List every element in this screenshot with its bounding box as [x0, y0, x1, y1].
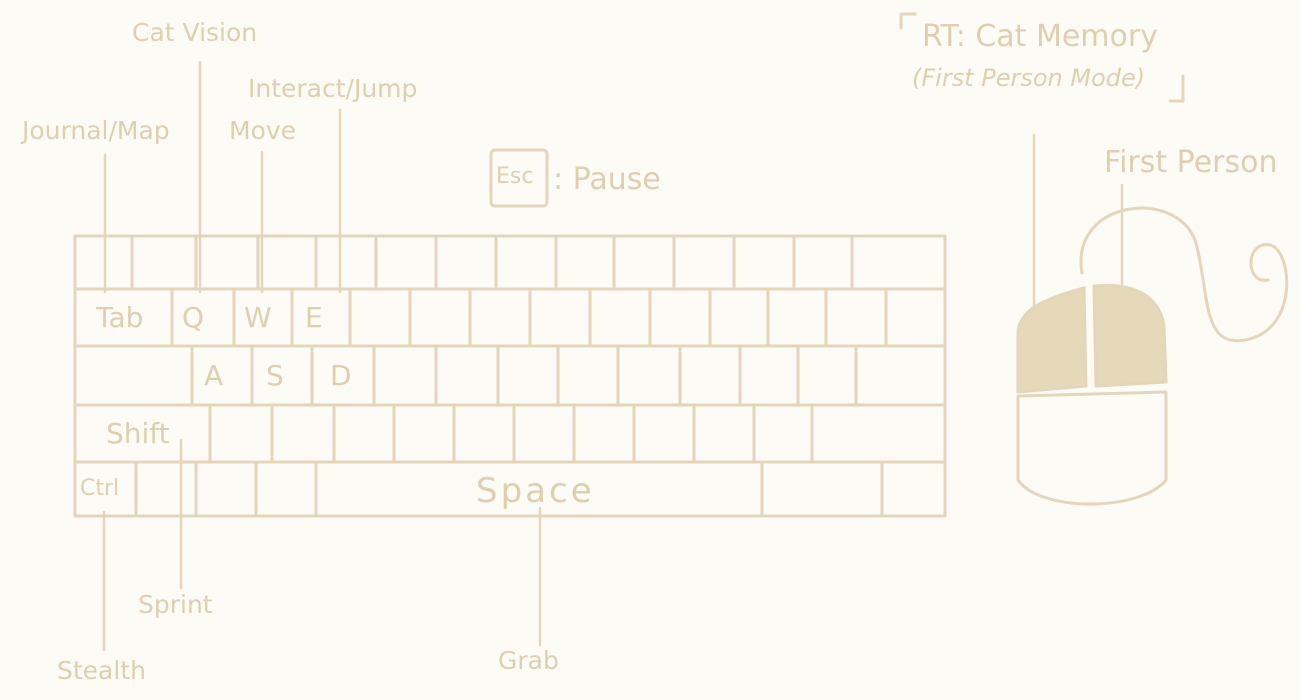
right-mouse-button	[1092, 283, 1168, 388]
cat-vision-label: Cat Vision	[132, 18, 258, 47]
s-key: S	[266, 359, 284, 392]
space-key: Space	[476, 471, 595, 511]
first-person-mode-label: (First Person Mode)	[912, 64, 1146, 92]
ctrl-key: Ctrl	[80, 476, 120, 501]
rt-cat-memory-label: RT: Cat Memory	[922, 19, 1158, 54]
a-key: A	[204, 359, 224, 392]
left-mouse-button	[1016, 286, 1088, 394]
sprint-label: Sprint	[138, 590, 213, 619]
move-label: Move	[229, 116, 297, 145]
q-key: Q	[182, 301, 205, 334]
e-key: E	[305, 301, 323, 334]
shift-key: Shift	[106, 417, 170, 450]
stealth-label: Stealth	[57, 656, 146, 685]
keyboard-icon	[73, 234, 947, 518]
esc-key: Esc	[496, 164, 534, 189]
w-key: W	[244, 301, 272, 334]
journal-map-label: Journal/Map	[22, 116, 170, 145]
leader-lines	[102, 60, 1124, 652]
rt-bracket	[1168, 74, 1185, 103]
mouse-icon	[1016, 206, 1289, 506]
grab-label: Grab	[498, 646, 559, 675]
tab-key: Tab	[96, 301, 144, 334]
rt-bracket	[899, 12, 917, 30]
first-person-label: First Person	[1104, 145, 1278, 180]
esc-key-box	[489, 148, 549, 208]
interact-jump-label: Interact/Jump	[248, 74, 418, 103]
d-key: D	[330, 359, 352, 392]
pause-label: : Pause	[553, 162, 661, 197]
